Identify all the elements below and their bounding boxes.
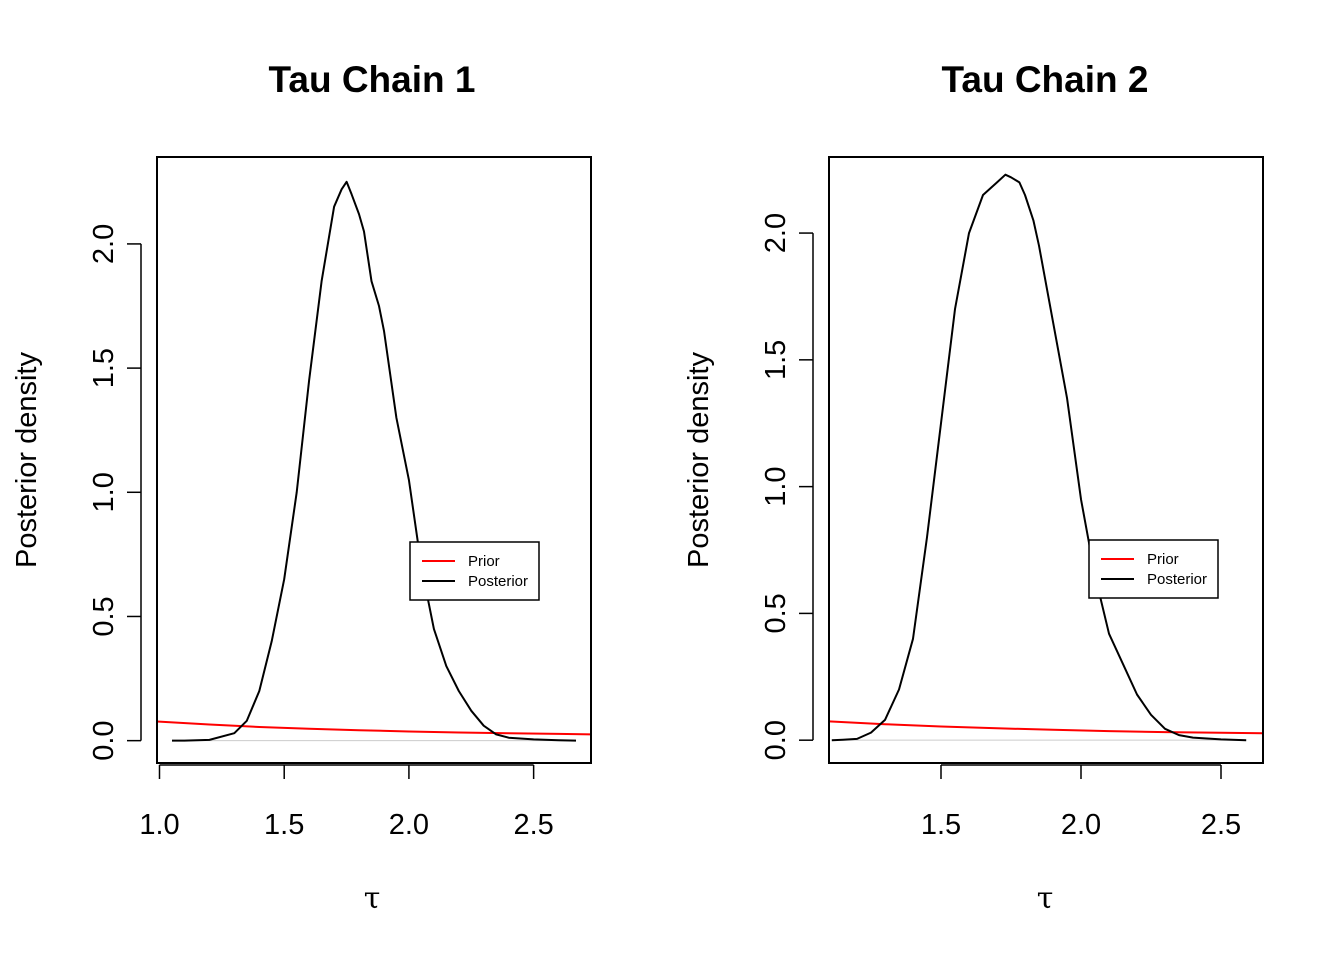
y-tick-label: 0.5 xyxy=(760,593,792,633)
y-tick-label: 2.0 xyxy=(88,224,120,264)
x-tick-label: 2.0 xyxy=(389,809,429,841)
legend-box xyxy=(409,541,540,601)
legend-label-posterior: Posterior xyxy=(468,573,528,590)
x-tick-label: 1.5 xyxy=(264,809,304,841)
legend-box xyxy=(1088,539,1219,599)
y-tick-label: 1.0 xyxy=(88,472,120,512)
y-tick-label: 2.0 xyxy=(760,213,792,253)
legend-label-prior: Prior xyxy=(1147,551,1179,568)
y-tick-label: 0.0 xyxy=(88,720,120,760)
y-axis-label: Posterior density xyxy=(11,352,43,568)
chart-panel-1: Tau Chain 1 0.0 0.5 1.0 1.5 2.0 1.0 1.5 2.0 2.5 τ P… xyxy=(11,59,592,916)
series-line-posterior xyxy=(172,180,577,742)
x-axis-label: τ xyxy=(364,881,381,916)
series-line-posterior xyxy=(831,173,1247,742)
x-tick-label: 2.0 xyxy=(1061,809,1101,841)
plot-frame xyxy=(828,156,1264,764)
chart-title: Tau Chain 2 xyxy=(942,59,1149,100)
x-tick-label: 2.5 xyxy=(1201,809,1241,841)
chart-panel-2: Tau Chain 2 0.0 0.5 1.0 1.5 2.0 1.5 2.0 2.5 τ Post… xyxy=(683,59,1264,916)
x-tick-label: 2.5 xyxy=(513,809,553,841)
x-tick-label: 1.5 xyxy=(921,809,961,841)
y-tick-label: 1.5 xyxy=(760,340,792,380)
legend: Prior Posterior xyxy=(1088,539,1219,599)
y-tick-label: 1.5 xyxy=(88,348,120,388)
y-axis-label: Posterior density xyxy=(683,352,715,568)
x-tick-label: 1.0 xyxy=(139,809,179,841)
y-tick-label: 1.0 xyxy=(760,466,792,506)
legend-label-posterior: Posterior xyxy=(1147,571,1207,588)
x-axis-label: τ xyxy=(1037,881,1054,916)
legend-label-prior: Prior xyxy=(468,553,500,570)
series-line-prior xyxy=(156,720,592,736)
legend: Prior Posterior xyxy=(409,541,540,601)
y-tick-label: 0.5 xyxy=(88,596,120,636)
y-tick-label: 0.0 xyxy=(760,720,792,760)
chart-title: Tau Chain 1 xyxy=(269,59,476,100)
plot-frame xyxy=(156,156,592,764)
series-line-prior xyxy=(828,720,1264,735)
